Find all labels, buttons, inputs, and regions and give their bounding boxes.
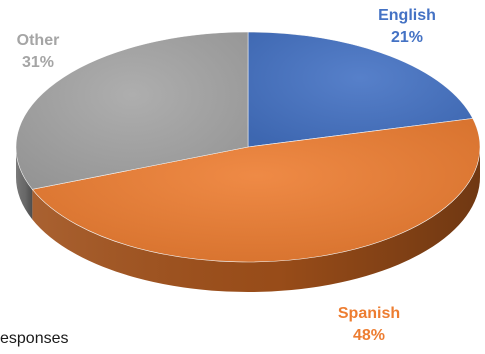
slice-value-spanish: 48% <box>353 327 385 344</box>
pie-side-shade-other <box>16 147 33 220</box>
slice-value-english: 21% <box>391 29 423 46</box>
slice-label-other: Other <box>17 32 60 49</box>
pie-side-shade-spanish <box>32 147 480 292</box>
slice-value-other: 31% <box>22 54 54 71</box>
pie-slice-shade-english <box>248 32 473 147</box>
footnote-text: esponses <box>0 330 69 347</box>
pie-slice-shade-spanish <box>32 118 481 263</box>
slice-label-english: English <box>378 7 436 24</box>
slice-label-spanish: Spanish <box>338 305 400 322</box>
pie-slice-shade-other <box>16 32 248 190</box>
